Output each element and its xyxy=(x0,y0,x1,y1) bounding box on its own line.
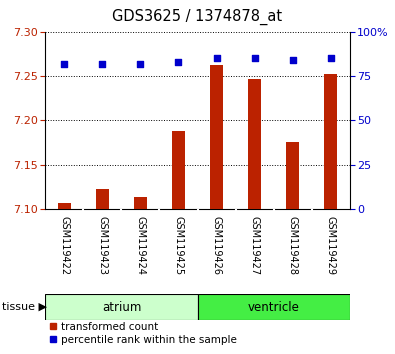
Bar xyxy=(286,142,299,209)
Text: atrium: atrium xyxy=(102,301,141,314)
Bar xyxy=(58,202,71,209)
Text: ventricle: ventricle xyxy=(248,301,299,314)
Point xyxy=(213,56,220,61)
Text: GSM119425: GSM119425 xyxy=(173,216,184,275)
Point xyxy=(327,56,334,61)
Bar xyxy=(172,131,185,209)
Bar xyxy=(96,188,109,209)
Bar xyxy=(45,294,198,320)
Bar xyxy=(210,64,223,209)
Bar xyxy=(134,197,147,209)
Legend: transformed count, percentile rank within the sample: transformed count, percentile rank withi… xyxy=(45,317,241,349)
Text: GSM119429: GSM119429 xyxy=(325,216,336,274)
Point xyxy=(251,56,258,61)
Text: GSM119423: GSM119423 xyxy=(98,216,107,274)
Text: GSM119422: GSM119422 xyxy=(59,216,70,275)
Point xyxy=(175,59,182,65)
Text: tissue ▶: tissue ▶ xyxy=(2,302,47,312)
Point xyxy=(99,61,105,67)
Bar xyxy=(248,79,261,209)
Point xyxy=(137,61,144,67)
Text: GDS3625 / 1374878_at: GDS3625 / 1374878_at xyxy=(113,9,282,25)
Bar xyxy=(198,294,350,320)
Text: GSM119428: GSM119428 xyxy=(288,216,297,274)
Text: GSM119427: GSM119427 xyxy=(250,216,260,275)
Point xyxy=(61,61,68,67)
Point xyxy=(290,57,296,63)
Text: GSM119424: GSM119424 xyxy=(135,216,145,274)
Text: GSM119426: GSM119426 xyxy=(211,216,222,274)
Bar xyxy=(324,74,337,209)
